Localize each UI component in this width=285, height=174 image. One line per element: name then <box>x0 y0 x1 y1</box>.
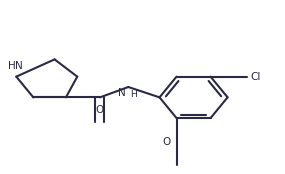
Text: H: H <box>131 90 137 99</box>
Text: N: N <box>15 61 23 72</box>
Text: N: N <box>118 88 126 98</box>
Text: Cl: Cl <box>250 72 261 82</box>
Text: O: O <box>96 105 104 115</box>
Text: H: H <box>8 61 16 72</box>
Text: O: O <box>162 137 170 147</box>
